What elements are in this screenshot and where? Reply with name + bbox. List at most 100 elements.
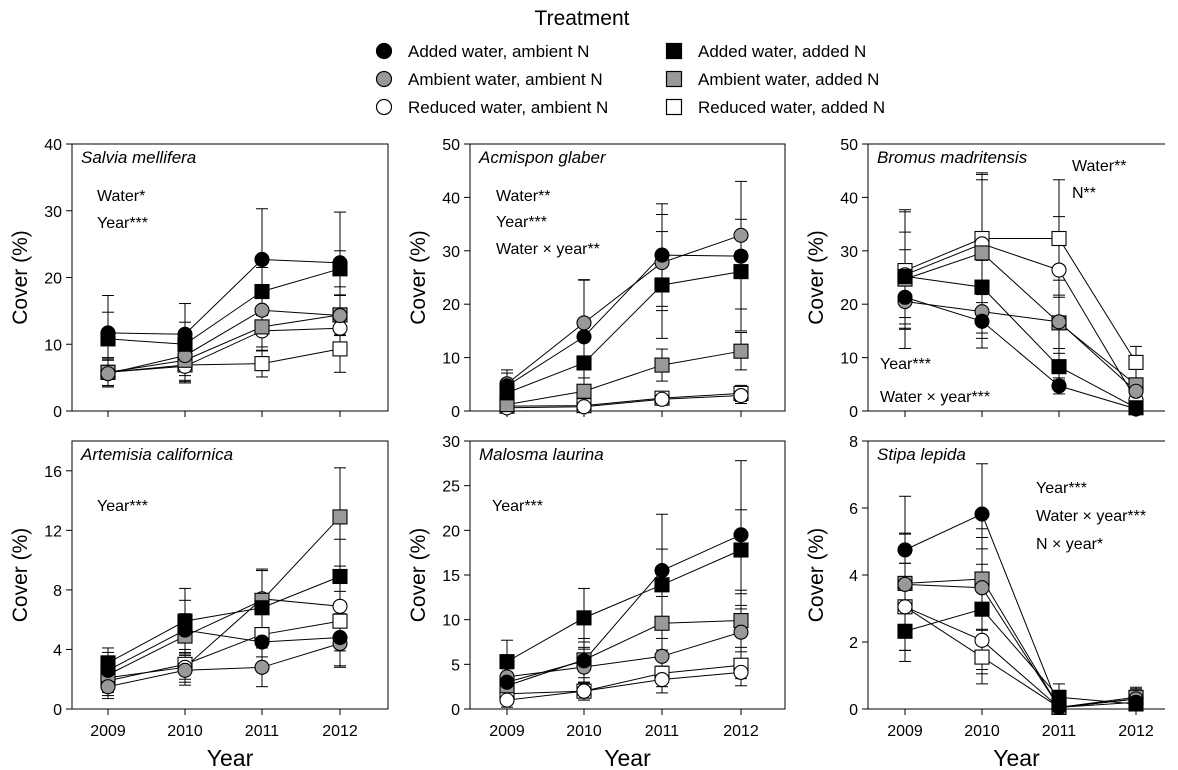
series-line-aw_an: [904, 301, 1137, 392]
data-point-aw_an: [499, 674, 515, 690]
data-point-aw_an: [177, 326, 193, 342]
data-point-aw_an: [499, 654, 515, 670]
y-axis-label: Cover (%): [9, 230, 32, 325]
data-point-aw_an: [254, 283, 270, 300]
legend-marker-aw_an: [375, 42, 393, 60]
x-tick-label: 2011: [245, 723, 280, 740]
data-point-aw_an: [733, 624, 749, 640]
stat-annotation: Year***: [97, 215, 148, 232]
panel-title: Artemisia californica: [80, 445, 233, 464]
stat-annotation: Year***: [97, 498, 148, 515]
data-point-aw_an: [576, 383, 592, 399]
series-line-rw_an: [506, 671, 742, 701]
chart-panel-1: 0 10 20 30 40 Cover (%) Salvia mellifera Water*…: [9, 137, 389, 421]
y-axis-label: Cover (%): [805, 230, 828, 325]
chart-panel-6: 0 2 4 6 8 2009 2010 2011 2012 Cover (%) Year Stipa …: [805, 434, 1165, 770]
stat-annotation: Year***: [880, 356, 931, 373]
chart-panel-2: 0 10 20 30 40 50 Cover (%) Acmispon glaber Water…: [407, 137, 786, 421]
stat-annotation: Water**: [496, 188, 551, 205]
data-point-aw_an: [332, 509, 348, 525]
series-line-rw_an: [506, 664, 742, 695]
legend-label: Ambient water, ambient N: [408, 70, 603, 89]
series-line-rw_an: [506, 395, 742, 409]
series-line-aw_an: [904, 513, 1137, 708]
plot-frame: [71, 440, 389, 710]
y-tick-label: 40: [44, 137, 62, 154]
data-point-aw_an: [654, 357, 670, 373]
series-line-rw_an: [107, 620, 341, 682]
y-tick-label: 0: [451, 702, 460, 719]
y-tick-label: 20: [442, 523, 460, 540]
data-point-aw_an: [254, 251, 270, 268]
legend-entry-rw_an: Reduced water, ambient N: [375, 98, 608, 117]
y-tick-label: 30: [44, 204, 62, 221]
legend-marker-rw_an: [375, 98, 393, 116]
x-tick-label: 2012: [723, 723, 759, 740]
x-tick-label: 2009: [489, 723, 525, 740]
panel-title: Salvia mellifera: [81, 148, 196, 167]
data-point-aw_an: [254, 659, 270, 675]
data-point-aw_an: [654, 648, 670, 664]
data-point-rw_an: [332, 613, 348, 629]
series-line-aw_an: [107, 309, 341, 375]
y-axis-label: Cover (%): [805, 528, 828, 623]
series-line-rw_an: [107, 327, 341, 373]
data-point-rw_an: [733, 387, 749, 404]
data-point-aw_an: [576, 653, 592, 669]
x-tick-label: 2010: [566, 723, 602, 740]
series-line-aw_an: [506, 549, 742, 663]
data-point-aw_an: [733, 343, 749, 359]
data-point-aw_an: [332, 629, 348, 646]
legend-entry-aw_an: Ambient water, added N: [665, 70, 879, 89]
legend-entry-aw_an: Ambient water, ambient N: [375, 70, 603, 89]
y-tick-label: 4: [849, 568, 858, 585]
x-tick-label: 2009: [90, 723, 126, 740]
legend-marker-rw_an: [665, 98, 683, 116]
data-point-aw_an: [654, 247, 670, 263]
panel-title: Stipa lepida: [877, 445, 966, 464]
series-line-aw_an: [904, 252, 1137, 386]
stat-annotation: Water × year***: [880, 389, 990, 406]
series-line-rw_an: [107, 598, 341, 679]
data-point-aw_an: [100, 325, 116, 341]
data-point-aw_an: [1051, 359, 1067, 375]
y-tick-label: 4: [53, 642, 62, 659]
data-point-rw_an: [1051, 230, 1067, 247]
legend-marker-aw_an: [665, 70, 683, 88]
data-point-aw_an: [100, 366, 116, 382]
data-point-rw_an: [1051, 262, 1067, 278]
data-point-aw_an: [254, 634, 270, 650]
legend-label: Added water, added N: [698, 42, 866, 61]
data-point-aw_an: [1128, 401, 1144, 417]
legend-title: Treatment: [535, 7, 630, 30]
data-point-aw_an: [1051, 378, 1067, 394]
series-line-rw_an: [904, 606, 1137, 708]
stat-annotation: N × year*: [1036, 536, 1103, 553]
data-point-rw_an: [332, 341, 348, 357]
y-tick-label: 30: [442, 434, 460, 451]
stat-annotation: Water**: [1072, 158, 1127, 175]
series-line-aw_an: [506, 350, 742, 406]
y-tick-label: 50: [442, 137, 460, 154]
x-axis-label: Year: [993, 745, 1040, 770]
x-tick-label: 2010: [964, 723, 1000, 740]
plot-frame: [867, 143, 1165, 412]
y-tick-label: 20: [840, 297, 858, 314]
stat-annotation: Year***: [492, 498, 543, 515]
data-point-aw_an: [733, 264, 749, 280]
series-line-aw_an: [904, 296, 1137, 410]
data-point-rw_an: [332, 320, 348, 336]
legend-marker-aw_an: [375, 70, 393, 88]
y-axis-label: Cover (%): [407, 230, 430, 325]
y-tick-label: 8: [53, 583, 62, 600]
data-point-rw_an: [499, 692, 515, 708]
legend-label: Reduced water, added N: [698, 98, 885, 117]
y-tick-label: 10: [840, 351, 858, 368]
data-point-aw_an: [733, 542, 749, 558]
series-line-aw_an: [506, 620, 742, 687]
data-point-aw_an: [1051, 314, 1067, 330]
data-point-aw_an: [576, 610, 592, 626]
data-point-aw_an: [974, 506, 990, 522]
stat-annotation: Water × year**: [496, 241, 600, 258]
